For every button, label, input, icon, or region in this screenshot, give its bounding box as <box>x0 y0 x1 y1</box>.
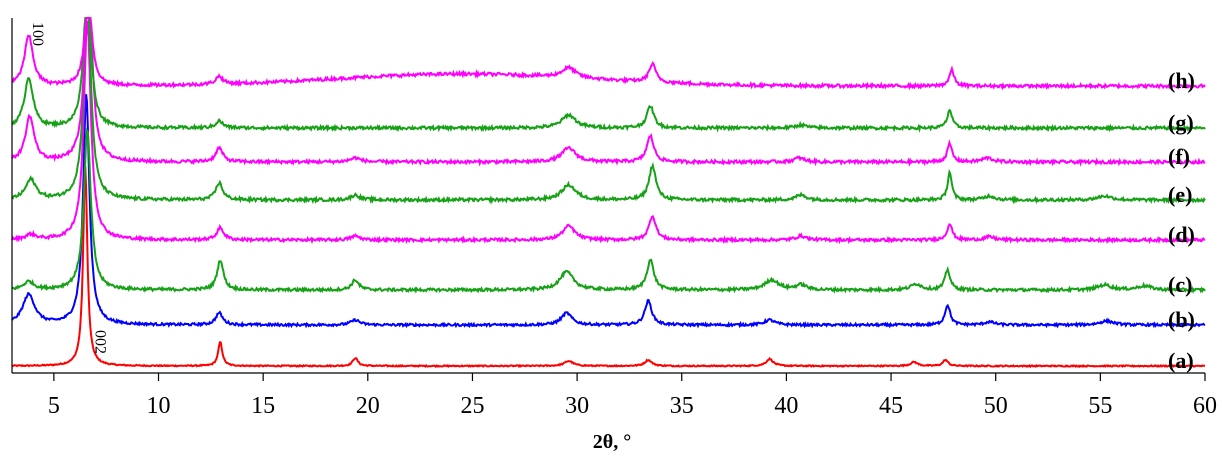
x-tick-label: 25 <box>460 393 484 419</box>
series-line-h <box>11 17 1206 91</box>
series-label-c: (c) <box>1168 272 1192 297</box>
annotation-layer: 100 002 <box>29 22 109 354</box>
x-tick-label: 55 <box>1088 393 1112 419</box>
series-label-g: (g) <box>1168 110 1194 135</box>
series-label-e: (e) <box>1168 182 1192 207</box>
x-tick-label: 60 <box>1193 393 1217 419</box>
x-tick-label: 40 <box>774 393 798 419</box>
series-line-g <box>11 17 1206 133</box>
series-line-e <box>11 17 1206 205</box>
x-tick-label: 30 <box>565 393 589 419</box>
x-tick-label: 45 <box>879 393 903 419</box>
x-tick-label: 5 <box>48 393 60 419</box>
series-line-d <box>11 20 1206 245</box>
series-line-a <box>11 166 1205 369</box>
x-tick-layer: 5 10 15 20 25 30 35 40 45 50 55 60 <box>48 373 1217 419</box>
peak-annotation: 100 <box>29 22 46 46</box>
series-label-f: (f) <box>1168 144 1190 169</box>
series-label-d: (d) <box>1168 222 1195 247</box>
x-tick-label: 50 <box>984 393 1008 419</box>
series-line-b <box>11 94 1206 329</box>
series-label-layer: (a) (b) (c) (d) (e) (f) (g) (h) <box>1168 68 1195 373</box>
x-axis-label: 2θ, ° <box>593 431 631 453</box>
series-line-c <box>11 127 1206 294</box>
x-tick-label: 10 <box>147 393 171 419</box>
series-label-b: (b) <box>1168 307 1195 332</box>
x-tick-label: 35 <box>670 393 694 419</box>
series-label-h: (h) <box>1168 68 1195 93</box>
peak-annotation: 002 <box>92 330 109 354</box>
series-line-f <box>11 17 1206 167</box>
x-tick-label: 15 <box>251 393 275 419</box>
series-layer <box>11 17 1206 369</box>
x-tick-label: 20 <box>356 393 380 419</box>
series-label-a: (a) <box>1168 348 1194 373</box>
